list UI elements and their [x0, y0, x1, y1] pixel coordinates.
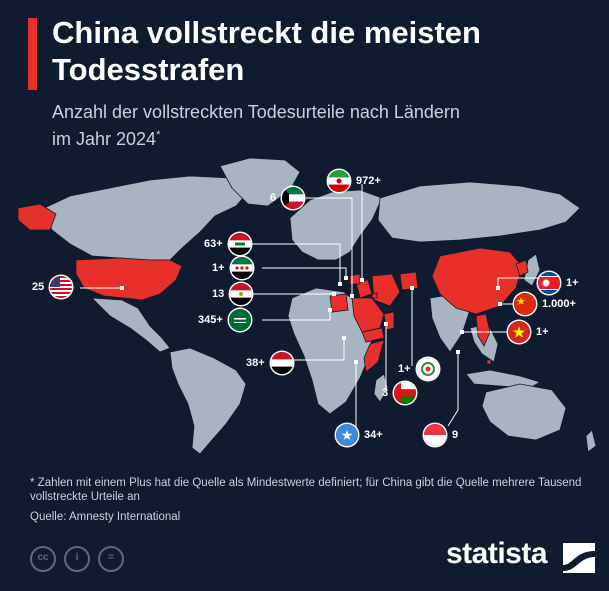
no-derivatives-icon: =: [98, 546, 124, 572]
callout-north-korea: 1+: [538, 272, 579, 294]
indonesia-shape: [465, 369, 541, 389]
iraq-leader: [248, 243, 341, 282]
accent-bar: [28, 18, 37, 90]
callout-afghanistan: 1+: [398, 358, 439, 380]
syria-flag-icon: [230, 257, 253, 279]
callout-value: 1+: [566, 277, 579, 289]
marker-dots: [120, 276, 502, 364]
callout-saudi-arabia: 345+: [198, 309, 251, 331]
afghanistan-flag-icon: [416, 358, 439, 380]
kuwait-leader: [292, 197, 353, 294]
subtitle-footnote-mark: *: [156, 129, 161, 141]
egypt-flag-icon: [230, 283, 253, 305]
callout-value: 3: [382, 387, 389, 399]
south-america-shape: [169, 347, 247, 455]
callout-value: 34+: [364, 429, 383, 441]
vietnam-shape: [475, 313, 491, 347]
footnote: * Zahlen mit einem Plus hat die Quelle a…: [30, 477, 582, 503]
singapore-shape: [486, 359, 492, 365]
russia-shape: [377, 181, 581, 243]
new-zealand-shape: [585, 429, 597, 453]
alaska-shape: [17, 203, 57, 231]
north-korea-flag-icon: [538, 272, 560, 294]
callout-value: 1+: [536, 326, 549, 338]
cc-icon: cc: [30, 546, 56, 572]
usa-flag-icon: [50, 276, 73, 298]
callout-value: 1.000+: [542, 298, 576, 310]
vietnam-flag-icon: [508, 321, 530, 343]
iran-flag-icon: [328, 170, 350, 192]
callout-singapore: 9: [424, 424, 458, 446]
australia-shape: [481, 383, 567, 441]
leader-lines: [80, 184, 538, 432]
callout-value: 1+: [212, 262, 225, 274]
callout-iraq: 63+: [204, 233, 251, 255]
saudi-arabia-flag-icon: [228, 309, 251, 331]
north-korea-leader: [497, 277, 538, 288]
syria-leader: [262, 267, 347, 278]
iraq-flag-icon: [228, 233, 251, 255]
europe-shape: [289, 189, 383, 261]
canada-shape: [39, 175, 251, 261]
yemen-flag-icon: [270, 352, 293, 374]
callout-syria: 1+: [212, 257, 253, 279]
egypt-shape: [329, 293, 349, 313]
callout-value: 972+: [356, 175, 381, 187]
callout-usa: 25: [32, 276, 73, 298]
afghanistan-shape: [399, 271, 419, 291]
north-korea-shape: [515, 259, 529, 277]
singapore-leader: [447, 352, 459, 427]
saudi-leader: [262, 310, 331, 321]
mexico-shape: [90, 297, 171, 353]
callout-value: 13: [212, 288, 225, 300]
callout-value: 25: [32, 281, 45, 293]
callout-value: 345+: [198, 314, 223, 326]
source-note: Quelle: Amnesty International: [30, 511, 181, 523]
somalia-shape: [363, 339, 385, 373]
kuwait-flag-icon: [282, 187, 305, 209]
subtitle-text: Anzahl der vollstreckten Todesurteile na…: [52, 102, 460, 149]
callout-vietnam: 1+: [508, 321, 549, 343]
statista-logo[interactable]: statista: [446, 537, 548, 570]
madagascar-shape: [373, 373, 389, 403]
usa-shape: [75, 257, 183, 301]
singapore-flag-icon: [424, 424, 446, 446]
callout-egypt: 13: [212, 283, 253, 305]
callout-value: 6: [270, 192, 277, 204]
callout-somalia: 34+: [336, 424, 383, 446]
somalia-flag-icon: [336, 424, 358, 446]
callout-china: 1.000+: [514, 293, 576, 315]
iran-shape: [371, 273, 401, 307]
yemen-leader: [288, 338, 345, 361]
subtitle: Anzahl der vollstreckten Todesurteile na…: [52, 101, 472, 151]
callout-oman: 3: [382, 382, 417, 404]
page-title: China vollstreckt die meisten Todesstraf…: [52, 15, 481, 87]
callout-iran: 972+: [328, 170, 381, 192]
callout-value: 9: [452, 429, 459, 441]
callout-value: 1+: [398, 363, 411, 375]
china-flag-icon: [514, 293, 536, 315]
callout-kuwait: 6: [270, 187, 305, 209]
statista-logo-mark-icon: [563, 543, 595, 573]
attribution-icon: i: [64, 546, 90, 572]
callout-value: 63+: [204, 238, 223, 250]
yemen-shape: [361, 327, 385, 343]
callout-yemen: 38+: [246, 352, 293, 374]
world-map: [17, 157, 597, 455]
oman-flag-icon: [394, 382, 417, 404]
kuwait-shape: [371, 292, 378, 299]
callout-value: 38+: [246, 357, 265, 369]
